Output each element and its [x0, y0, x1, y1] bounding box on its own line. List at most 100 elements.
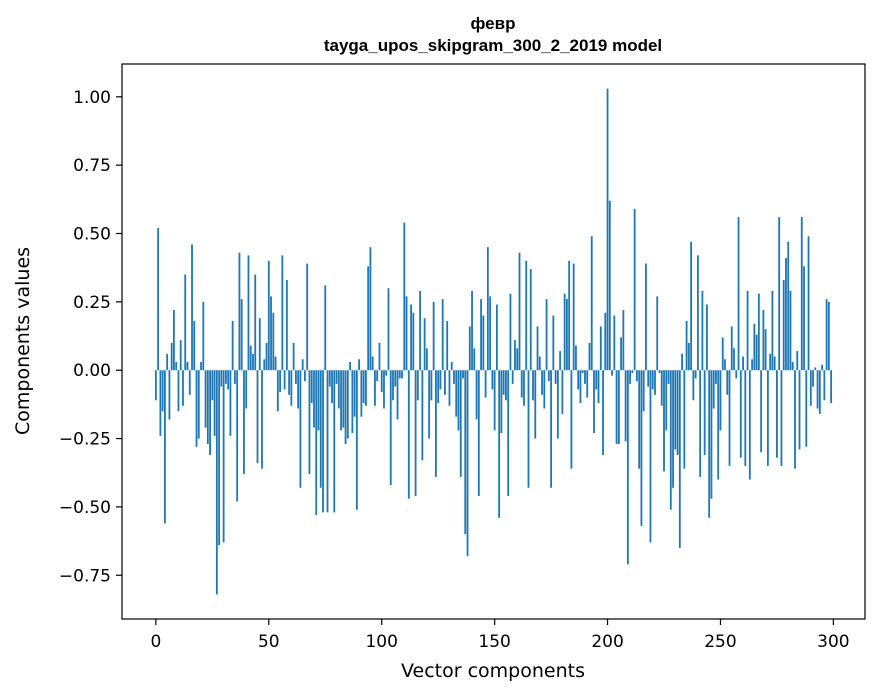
y-axis-label: Components values — [12, 247, 34, 435]
bar — [252, 353, 254, 371]
bar — [597, 370, 600, 404]
bar — [358, 359, 361, 371]
bar — [168, 370, 171, 420]
y-tick-label: 1.00 — [73, 88, 111, 108]
bar — [602, 370, 604, 455]
bar — [642, 370, 645, 412]
bar — [267, 260, 270, 371]
bar — [423, 318, 426, 371]
bar — [376, 370, 379, 382]
bar — [220, 370, 223, 387]
bar — [202, 301, 205, 371]
bar — [633, 208, 636, 371]
bar — [297, 370, 300, 409]
x-axis: 0 50 100 150 200 250 300 — [150, 619, 850, 652]
bar — [748, 370, 751, 480]
bar — [760, 370, 763, 453]
bar — [538, 356, 541, 371]
bar — [173, 310, 175, 371]
bar — [505, 370, 507, 401]
bar — [590, 236, 593, 371]
bar — [209, 370, 211, 455]
bar — [245, 370, 248, 409]
bar — [306, 263, 309, 371]
bar — [692, 370, 695, 401]
bar — [491, 370, 494, 390]
bar — [584, 370, 586, 384]
bar — [525, 260, 528, 371]
bar — [446, 321, 449, 371]
bar — [721, 337, 724, 371]
bar — [728, 370, 731, 466]
bar — [706, 304, 708, 371]
bar — [663, 370, 665, 472]
bar — [780, 370, 783, 466]
bar — [258, 318, 261, 371]
bar — [285, 279, 288, 371]
bar — [200, 362, 202, 371]
bar — [787, 241, 790, 371]
bar — [821, 364, 823, 371]
bar — [495, 304, 498, 371]
bar — [613, 315, 616, 371]
bar — [234, 370, 236, 384]
bar — [337, 370, 340, 409]
bar — [518, 252, 521, 371]
bar — [367, 266, 370, 371]
y-tick-label: 0.00 — [73, 361, 111, 381]
bar — [188, 370, 191, 395]
y-tick-label: −0.50 — [59, 498, 111, 518]
bar — [263, 359, 266, 371]
bar — [392, 370, 394, 401]
bar — [509, 293, 512, 371]
bar — [746, 290, 749, 371]
bar — [351, 370, 354, 434]
bar — [421, 370, 424, 461]
bar — [462, 370, 464, 379]
bar — [349, 362, 351, 371]
bar — [353, 370, 356, 417]
bar — [733, 348, 735, 371]
bar — [586, 370, 589, 398]
bar — [387, 288, 390, 371]
bar — [439, 370, 442, 390]
bar — [830, 370, 833, 404]
bar — [331, 370, 333, 404]
bar — [166, 353, 169, 371]
bar — [703, 370, 706, 455]
y-tick-label: 0.75 — [73, 156, 111, 176]
bar — [412, 312, 415, 371]
bar — [565, 299, 568, 371]
bar — [532, 370, 534, 401]
bar — [493, 370, 496, 431]
bar — [453, 370, 455, 384]
bar — [606, 88, 609, 371]
bar — [640, 370, 643, 527]
bar — [265, 342, 268, 371]
bar — [335, 370, 338, 384]
bar — [299, 370, 302, 488]
bar — [645, 263, 647, 371]
bar — [294, 370, 297, 384]
bar — [444, 370, 446, 395]
bar — [177, 370, 180, 412]
bar — [649, 370, 652, 543]
bar — [324, 285, 327, 371]
bar — [428, 370, 431, 439]
bar — [676, 370, 679, 455]
bar — [617, 370, 620, 445]
bar — [816, 370, 819, 409]
bar — [776, 370, 778, 458]
y-tick-label: −0.75 — [59, 566, 111, 586]
bar — [360, 370, 363, 417]
bar — [791, 362, 794, 371]
bar — [803, 266, 805, 371]
bar — [798, 370, 801, 450]
bar — [755, 334, 758, 371]
bar — [231, 321, 234, 371]
bar — [696, 255, 699, 371]
bar — [457, 370, 460, 431]
bar — [466, 370, 469, 557]
bar — [629, 370, 632, 384]
